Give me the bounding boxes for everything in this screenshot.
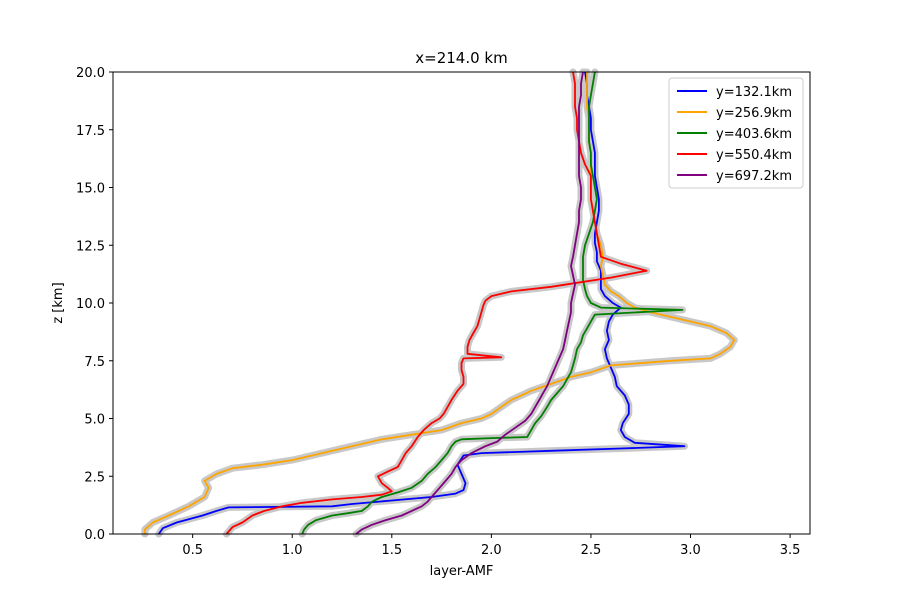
y-tick-label: 10.0 (76, 297, 105, 312)
y-tick-label: 20.0 (76, 66, 105, 81)
legend-label: y=132.1km (716, 85, 792, 100)
series-line (355, 71, 584, 535)
y-tick-label: 15.0 (76, 182, 105, 197)
y-tick-label: 17.5 (76, 124, 105, 139)
x-tick-label: 1.5 (381, 543, 402, 558)
y-tick-label: 5.0 (84, 413, 105, 428)
y-tick-label: 0.0 (84, 528, 105, 543)
legend-box (668, 77, 804, 189)
legend-label: y=256.9km (716, 106, 792, 121)
x-axis-label: layer-AMF (430, 564, 494, 579)
legend-label: y=403.6km (716, 127, 792, 142)
legend-label: y=550.4km (716, 148, 792, 163)
y-axis-ticks: 0.0 2.5 5.0 7.5 10.0 12.5 15.0 17.5 20.0 (76, 66, 113, 543)
series-lines (143, 71, 736, 535)
x-tick-label: 2.5 (581, 543, 602, 558)
legend-label: y=697.2km (716, 169, 792, 184)
series-line (158, 71, 686, 535)
chart-title: x=214.0 km (415, 49, 507, 67)
x-tick-label: 1.0 (282, 543, 303, 558)
y-tick-label: 7.5 (84, 355, 105, 370)
series-line (301, 71, 684, 535)
y-tick-label: 2.5 (84, 470, 105, 485)
x-tick-label: 0.5 (182, 543, 203, 558)
x-axis-ticks: 0.5 1.0 1.5 2.0 2.5 3.0 3.5 (182, 534, 800, 558)
legend: y=132.1km y=256.9km y=403.6km y=550.4km y=69… (668, 77, 804, 189)
y-axis-label: z [km] (51, 282, 66, 323)
x-tick-label: 3.5 (780, 543, 801, 558)
series-line (225, 71, 648, 535)
x-tick-label: 3.0 (680, 543, 701, 558)
y-tick-label: 12.5 (76, 239, 105, 254)
x-tick-label: 2.0 (481, 543, 502, 558)
